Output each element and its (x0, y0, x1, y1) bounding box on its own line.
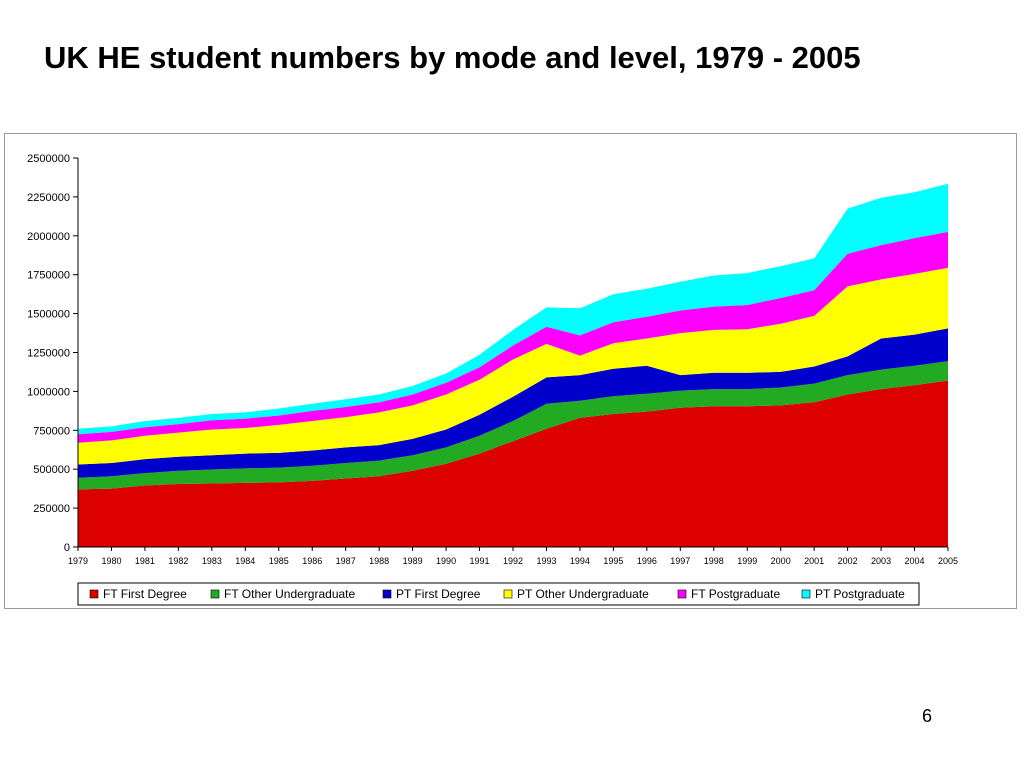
area-series-4 (78, 231, 948, 443)
slide-title: UK HE student numbers by mode and level,… (44, 40, 861, 75)
x-tick-label: 1994 (570, 556, 590, 566)
y-tick-label: 1000000 (27, 386, 70, 398)
x-tick-label: 1979 (68, 556, 88, 566)
x-tick-label: 2001 (804, 556, 824, 566)
y-tick-label: 500000 (33, 464, 70, 476)
x-tick-label: 1997 (670, 556, 690, 566)
legend-box (77, 582, 920, 606)
x-tick-label: 1988 (369, 556, 389, 566)
x-tick-label: 1991 (470, 556, 490, 566)
x-tick-label: 1990 (436, 556, 456, 566)
x-tick-label: 1984 (235, 556, 255, 566)
y-tick-label: 750000 (33, 425, 70, 437)
x-tick-label: 2002 (838, 556, 858, 566)
legend-label: PT Other Undergraduate (517, 587, 649, 601)
y-tick-label: 2500000 (27, 153, 70, 165)
legend-label: FT Postgraduate (691, 587, 780, 601)
legend-swatch (382, 589, 392, 599)
y-tick-label: 2250000 (27, 192, 70, 204)
x-tick-label: 2000 (771, 556, 791, 566)
stacked-area-chart: 0 250000 500000 750000 1000000 1250000 1500000… (27, 153, 958, 606)
y-tick-label: 1250000 (27, 348, 70, 360)
legend-label: PT Postgraduate (815, 587, 905, 601)
x-tick-label: 1993 (536, 556, 556, 566)
legend-swatch (801, 589, 811, 599)
x-tick-label: 1989 (403, 556, 423, 566)
x-tick-label: 2003 (871, 556, 891, 566)
y-tick-label: 2000000 (27, 231, 70, 243)
legend-label: FT Other Undergraduate (224, 587, 356, 601)
area-series-0 (78, 380, 948, 547)
y-tick-label: 1750000 (27, 270, 70, 282)
legend-swatch (677, 589, 687, 599)
y-tick-label: 1500000 (27, 309, 70, 321)
x-tick-label: 2005 (938, 556, 958, 566)
area-series-1 (78, 361, 948, 490)
legend-label: PT First Degree (396, 587, 481, 601)
legend-swatch (210, 589, 220, 599)
x-tick-label: 1998 (704, 556, 724, 566)
x-tick-label: 1995 (603, 556, 623, 566)
legend-swatch (89, 589, 99, 599)
x-tick-label: 1992 (503, 556, 523, 566)
area-series-2 (78, 328, 948, 478)
x-tick-label: 1980 (101, 556, 121, 566)
x-tick-label: 1987 (336, 556, 356, 566)
x-tick-label: 1983 (202, 556, 222, 566)
legend-swatch (503, 589, 513, 599)
x-tick-label: 1982 (168, 556, 188, 566)
area-series-5 (78, 183, 948, 435)
page-number: 6 (922, 706, 933, 726)
chart-frame: 0 250000 500000 750000 1000000 1250000 1500000… (4, 133, 1017, 609)
x-tick-label: 1996 (637, 556, 657, 566)
x-tick-label: 1985 (269, 556, 289, 566)
x-tick-label: 1981 (135, 556, 155, 566)
legend-label: FT First Degree (103, 587, 187, 601)
y-tick-label: 0 (64, 542, 70, 554)
area-series-3 (78, 267, 948, 465)
x-tick-label: 1986 (302, 556, 322, 566)
x-tick-label: 1999 (737, 556, 757, 566)
y-tick-label: 250000 (33, 503, 70, 515)
x-tick-label: 2004 (905, 556, 925, 566)
